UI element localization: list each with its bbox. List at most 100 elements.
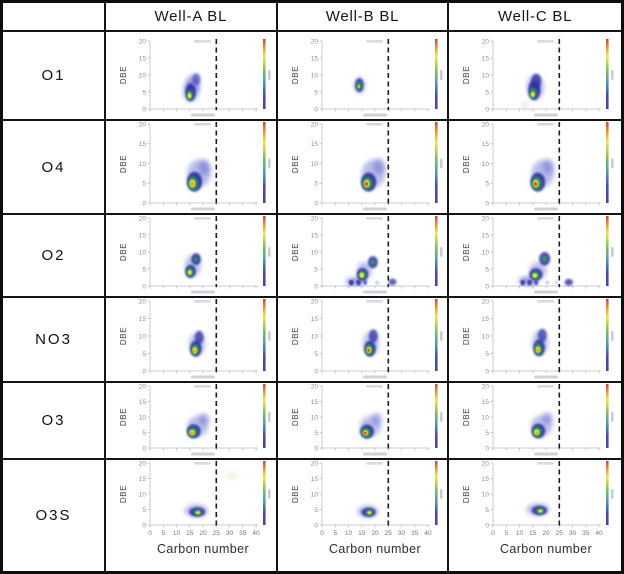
dbe-vs-carbon-plot: 0 5 10 15 20 0 5 10 15 20 25 30 35 40 DBE Carbon number	[462, 460, 614, 556]
y-axis-label: DBE	[291, 155, 300, 173]
svg-text:20: 20	[139, 383, 147, 390]
svg-text:15: 15	[310, 316, 318, 323]
column-header-well-b: Well-B BL	[277, 3, 450, 32]
plot-axes: 0 5 10 15 20 0 5 10 15 20 25 30 35 40	[310, 460, 431, 537]
dbe-vs-carbon-plot: 0 5 10 15 20 DBE	[291, 38, 443, 117]
svg-text:5: 5	[314, 181, 318, 188]
y-axis-label: DBE	[291, 243, 300, 261]
y-axis-label: DBE	[291, 66, 300, 84]
dbe-vs-carbon-plot: 0 5 10 15 20 DBE	[119, 38, 271, 117]
svg-text:5: 5	[314, 507, 318, 514]
svg-text:10: 10	[139, 161, 147, 168]
svg-text:5: 5	[161, 530, 165, 537]
y-axis-label: DBE	[119, 66, 128, 84]
colorbar	[434, 39, 443, 109]
tiny-plot-caption	[365, 123, 383, 126]
colorbar	[263, 39, 271, 109]
colorbar-label-smudge	[268, 331, 271, 341]
svg-text:10: 10	[173, 530, 181, 537]
density-blobs	[345, 256, 397, 286]
tiny-xaxis-caption	[534, 290, 559, 294]
row-label-o3: O3	[3, 383, 106, 460]
y-axis-label: DBE	[462, 155, 471, 173]
svg-text:20: 20	[139, 121, 147, 128]
svg-text:20: 20	[310, 383, 318, 390]
colorbar-label-smudge	[611, 412, 614, 422]
tiny-plot-caption	[194, 300, 211, 303]
colorbar-label-smudge	[439, 412, 443, 422]
dbe-vs-carbon-plot: 0 5 10 15 20 DBE	[462, 38, 614, 117]
tiny-plot-caption	[537, 123, 555, 126]
plot-axes: 0 5 10 15 20	[139, 215, 258, 290]
svg-text:0: 0	[486, 283, 490, 290]
svg-text:10: 10	[482, 249, 490, 256]
tiny-plot-caption	[537, 385, 555, 388]
tiny-plot-caption	[194, 123, 211, 126]
tiny-xaxis-caption	[534, 207, 559, 211]
svg-text:10: 10	[310, 333, 318, 340]
plot-cell-o3-well-c: 0 5 10 15 20 DBE	[449, 383, 621, 460]
colorbar	[434, 122, 443, 203]
colorbar-label-smudge	[268, 70, 271, 80]
colorbar-label-smudge	[268, 412, 271, 422]
svg-text:15: 15	[482, 232, 490, 239]
svg-text:15: 15	[310, 141, 318, 148]
density-blobs	[530, 159, 555, 192]
tiny-xaxis-caption	[362, 290, 387, 294]
plot-axes: 0 5 10 15 20	[482, 298, 602, 375]
plot-axes: 0 5 10 15 20	[139, 121, 258, 207]
plot-axes: 0 5 10 15 20	[139, 38, 258, 113]
y-axis-label: DBE	[119, 408, 128, 426]
plot-cell-no3-well-b: 0 5 10 15 20 DBE	[277, 298, 450, 383]
svg-text:10: 10	[482, 414, 490, 421]
y-axis-label: DBE	[119, 243, 128, 261]
svg-text:10: 10	[310, 72, 318, 79]
colorbar-label-smudge	[439, 489, 443, 499]
tiny-xaxis-caption	[362, 375, 387, 379]
dbe-vs-carbon-plot: 0 5 10 15 20 DBE	[291, 383, 443, 456]
plot-cell-o1-well-b: 0 5 10 15 20 DBE	[277, 32, 450, 121]
y-axis-label: DBE	[462, 408, 471, 426]
colorbar-label-smudge	[611, 331, 614, 341]
plot-cell-o3s-well-b: 0 5 10 15 20 0 5 10 15 20 25 30 35 40 DBE Carbon number	[277, 460, 450, 571]
svg-text:15: 15	[139, 399, 147, 406]
colorbar-label-smudge	[611, 70, 614, 80]
svg-text:15: 15	[482, 316, 490, 323]
svg-text:35: 35	[411, 530, 419, 537]
tiny-plot-caption	[365, 40, 383, 43]
svg-text:15: 15	[139, 55, 147, 62]
row-label-o4: O4	[3, 121, 106, 215]
colorbar-label-smudge	[439, 331, 443, 341]
svg-text:20: 20	[543, 530, 551, 537]
svg-text:15: 15	[482, 55, 490, 62]
density-blobs	[532, 328, 549, 357]
svg-text:10: 10	[139, 72, 147, 79]
density-blobs	[531, 412, 554, 439]
plot-axes: 0 5 10 15 20 0 5 10 15 20 25 30 35 40	[139, 460, 260, 537]
svg-text:20: 20	[310, 121, 318, 128]
plot-axes: 0 5 10 15 20	[139, 298, 258, 375]
svg-text:5: 5	[142, 89, 146, 96]
svg-text:15: 15	[310, 55, 318, 62]
tiny-plot-caption	[194, 40, 211, 43]
colorbar	[606, 384, 614, 448]
plot-cell-o4-well-b: 0 5 10 15 20 DBE	[277, 121, 450, 215]
colorbar	[606, 39, 614, 109]
y-axis-label: DBE	[462, 327, 471, 345]
density-blobs	[186, 413, 210, 439]
y-axis-label: DBE	[119, 327, 128, 345]
colorbar	[263, 216, 271, 286]
svg-text:15: 15	[482, 476, 490, 483]
plot-cell-o3s-well-c: 0 5 10 15 20 0 5 10 15 20 25 30 35 40 DBE Carbon number	[449, 460, 621, 571]
column-header-label: Well-B BL	[325, 8, 400, 25]
tiny-plot-caption	[537, 217, 555, 220]
plot-axes: 0 5 10 15 20	[310, 121, 430, 207]
tiny-xaxis-caption	[534, 375, 559, 379]
plot-cell-no3-well-a: 0 5 10 15 20 DBE	[106, 298, 278, 383]
tiny-xaxis-caption	[191, 207, 215, 211]
svg-text:20: 20	[482, 38, 490, 45]
dbe-vs-carbon-plot: 0 5 10 15 20 DBE	[119, 215, 271, 294]
corner-cell	[3, 3, 106, 32]
svg-text:10: 10	[139, 491, 147, 498]
svg-text:15: 15	[358, 530, 366, 537]
